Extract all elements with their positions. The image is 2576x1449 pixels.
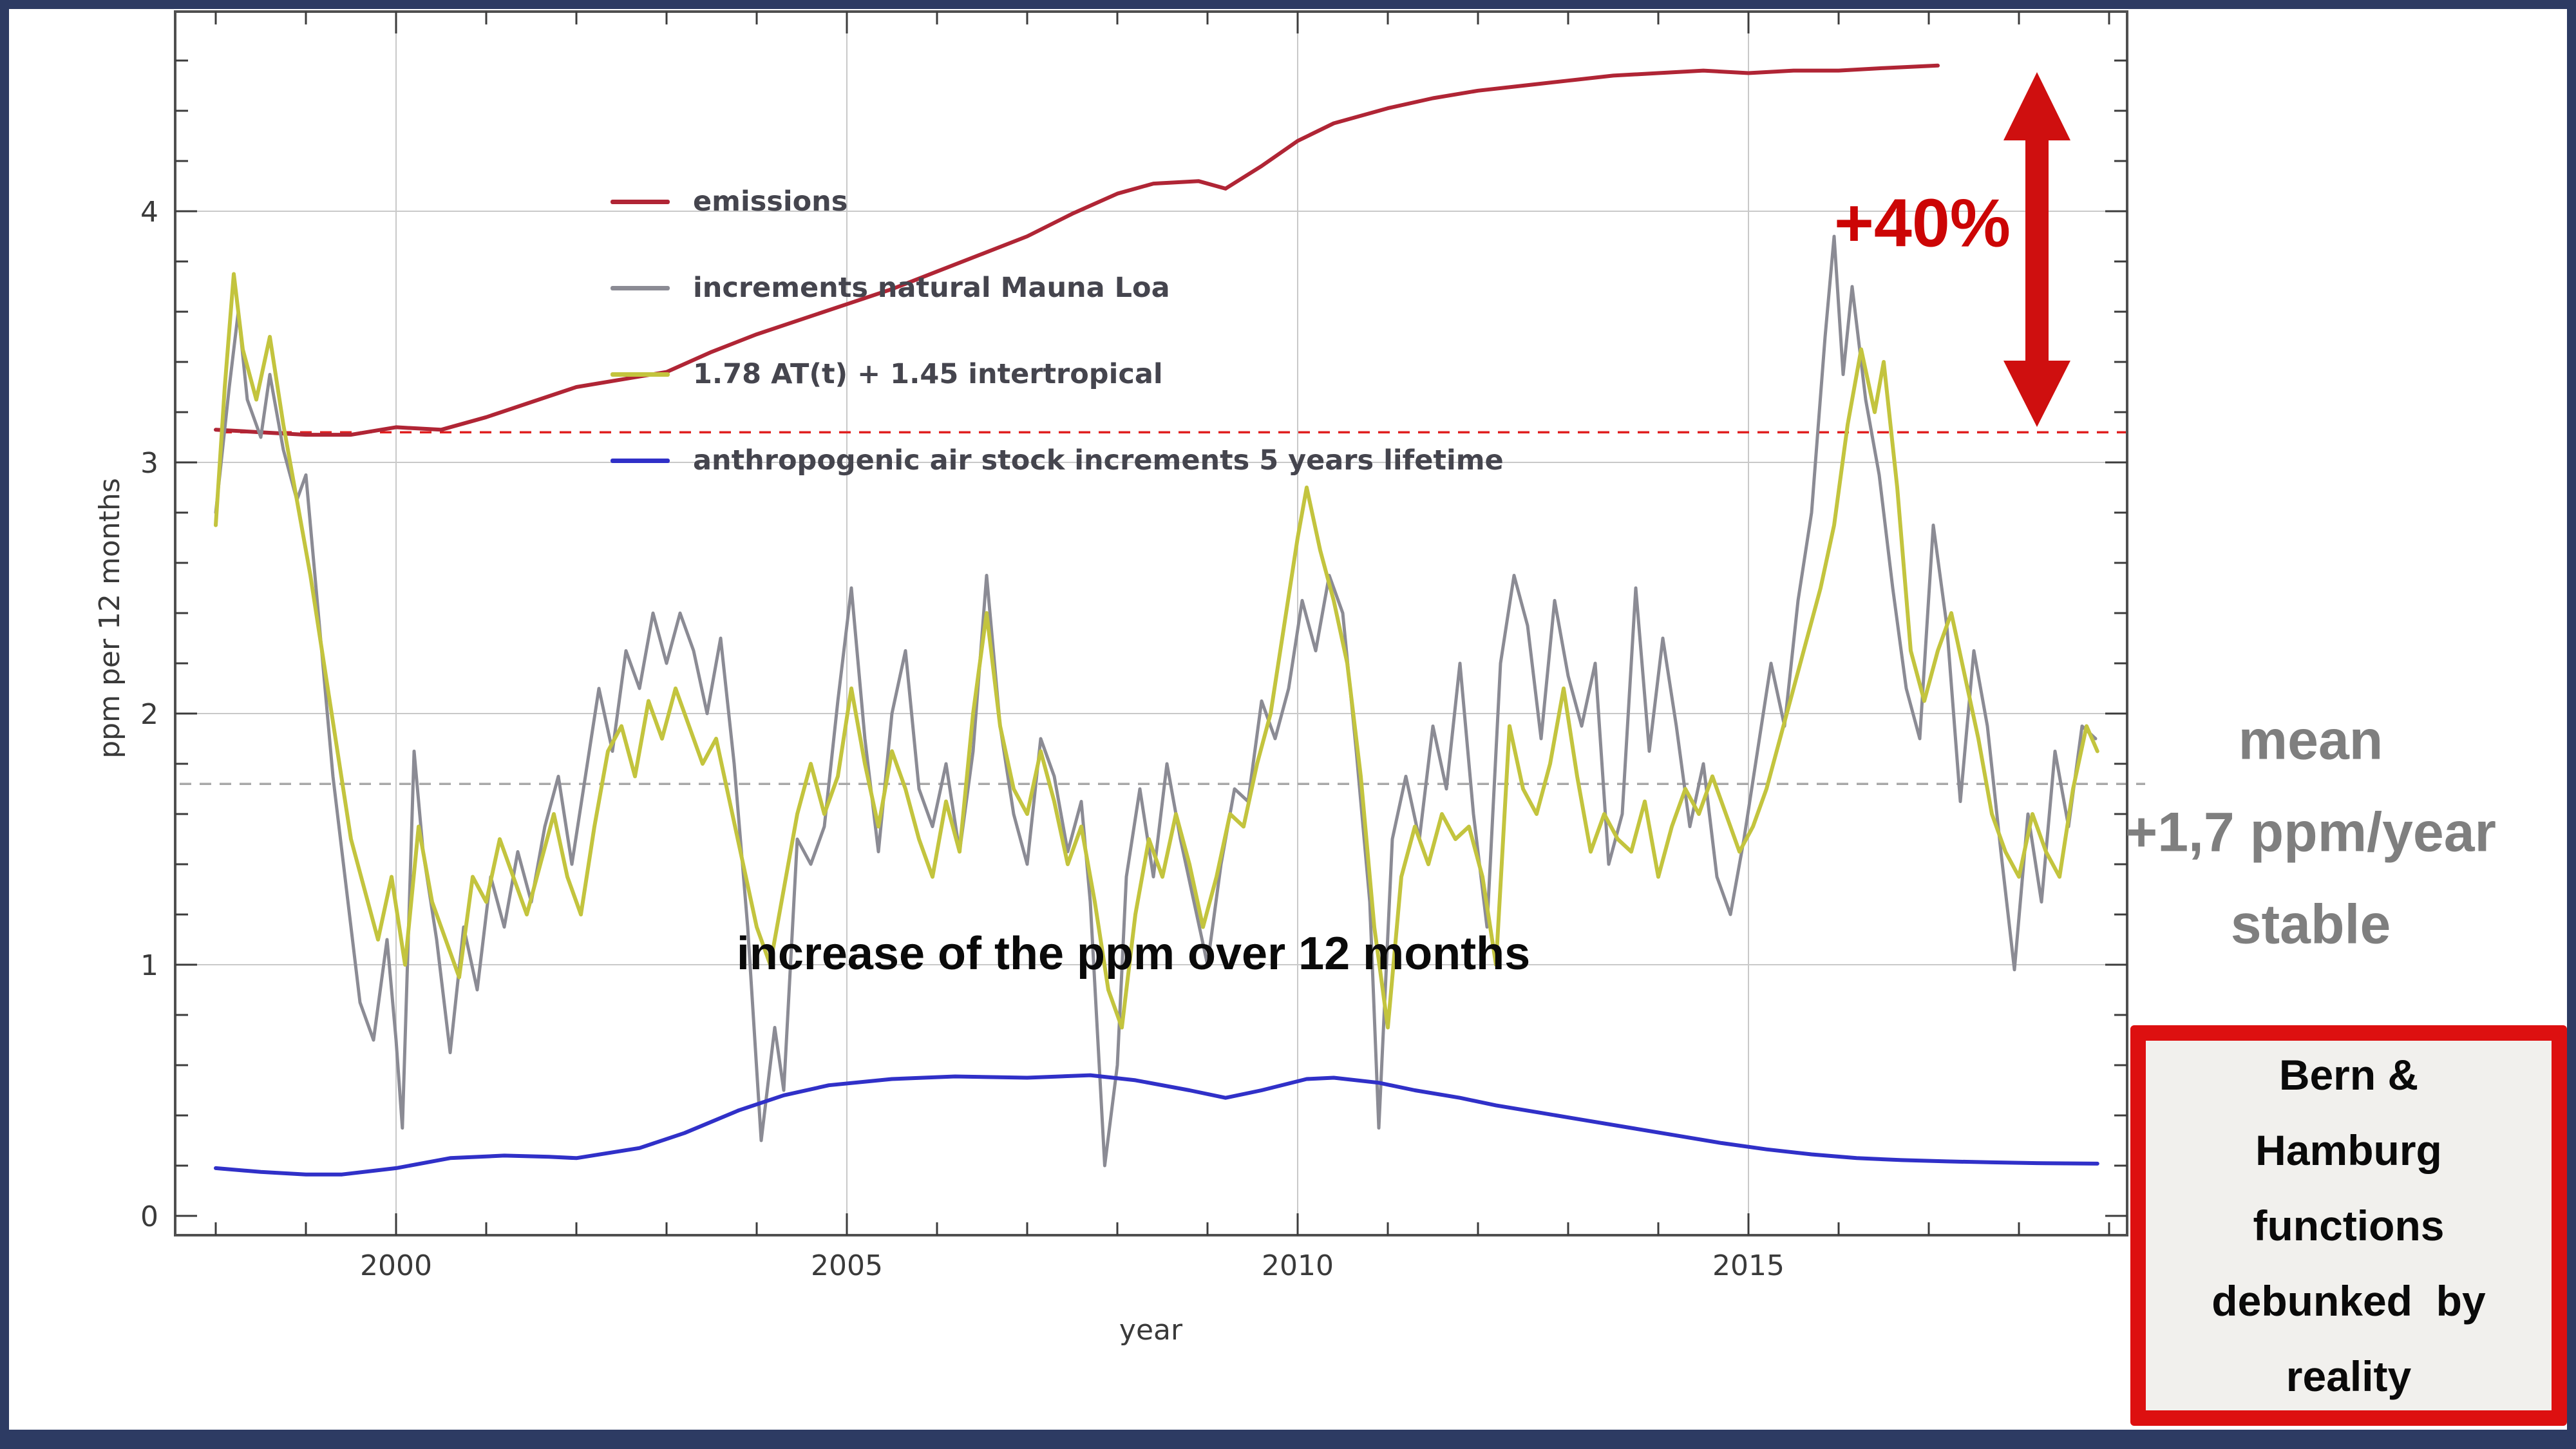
legend-item-anthropogenic-stock: anthropogenic air stock increments 5 yea… [611,441,1504,480]
y-tick-label: 1 [140,949,158,982]
legend-label: emissions [693,185,848,218]
x-axis-title: year [1119,1314,1183,1347]
y-axis-title: ppm per 12 months [93,478,126,759]
bern-callout-line: functions [2253,1201,2445,1249]
x-tick-label: 2005 [811,1249,883,1282]
legend-item-increments-mauna-loa: increments natural Mauna Loa [611,269,1504,307]
tick-layer [175,11,2127,1236]
bern-callout-line: reality [2286,1352,2412,1400]
series-layer [214,63,2099,1177]
legend-label: anthropogenic air stock increments 5 yea… [693,444,1504,477]
emissions-line-swatch-icon [611,199,670,204]
plot-frame [174,10,2128,1236]
plus40-annotation: +40% [1833,185,2011,261]
mean-annotation: mean +1,7 ppm/year stable [2125,695,2496,971]
x-tick-label: 2000 [360,1249,432,1282]
legend: emissions increments natural Mauna Loa 1… [611,182,1504,527]
legend-item-intertropical-fit: 1.78 AT(t) + 1.45 intertropical [611,355,1504,393]
mean-annotation-line: stable [2230,893,2391,956]
reference-lines-layer [180,431,2145,785]
y-tick-label: 0 [140,1200,158,1233]
legend-item-emissions: emissions [611,182,1504,221]
mean-annotation-line: +1,7 ppm/year [2125,801,2497,864]
grid-layer [175,11,2127,1236]
series-line-0 [214,63,1940,437]
tick-label-layer: 0 1 2 3 4 2000 2005 2010 2015 [140,196,1785,1282]
y-tick-label: 3 [140,447,158,480]
increase-range-arrow-icon [2003,72,2070,427]
x-tick-label: 2010 [1262,1249,1334,1282]
bern-callout-line: debunked by [2211,1276,2486,1325]
legend-label: 1.78 AT(t) + 1.45 intertropical [693,358,1163,390]
bern-hamburg-callout-box: Bern & Hamburg functions debunked by rea… [2130,1025,2567,1426]
series-line-3 [214,1073,2099,1177]
bern-callout-line: Bern & [2278,1050,2419,1099]
bern-callout-line: Hamburg [2255,1126,2442,1174]
anthropogenic-stock-line-swatch-icon [611,458,670,463]
x-tick-label: 2015 [1712,1249,1785,1282]
mean-annotation-line: mean [2238,709,2383,772]
series-line-2 [214,272,2099,1030]
legend-label: increments natural Mauna Loa [693,272,1170,304]
mauna-loa-line-swatch-icon [611,285,670,290]
y-tick-label: 4 [140,196,158,229]
intertropical-fit-line-swatch-icon [611,372,670,377]
increase-ppm-annotation: increase of the ppm over 12 months [736,928,1531,980]
y-tick-label: 2 [140,698,158,731]
